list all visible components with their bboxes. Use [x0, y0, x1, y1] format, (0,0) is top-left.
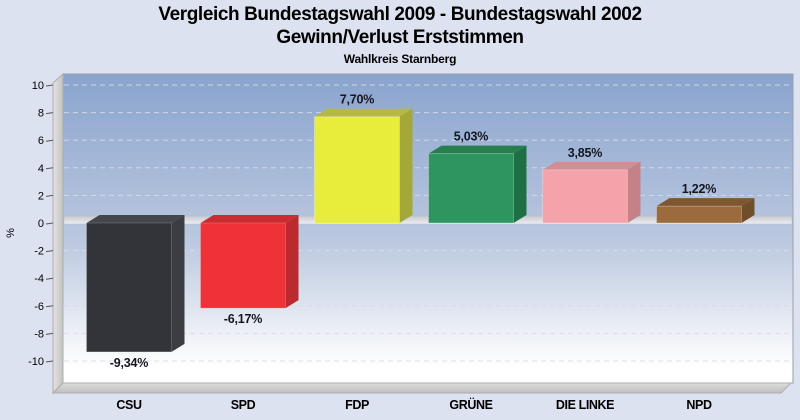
y-tick-label: -8 — [34, 328, 44, 340]
y-tick-mark — [45, 332, 54, 335]
y-axis-label: % — [5, 228, 17, 238]
bar-front-face — [86, 222, 172, 353]
bar-front-face — [200, 222, 286, 309]
chart-title-line1: Vergleich Bundestagswahl 2009 - Bundesta… — [158, 4, 642, 25]
bar-value-label: -6,17% — [224, 312, 262, 326]
bar-side-face — [285, 215, 299, 309]
bar-top-face — [542, 161, 641, 170]
x-category-label: NPD — [686, 398, 712, 412]
bar-side-face — [171, 215, 185, 352]
axis-wall-left — [52, 72, 64, 395]
bar-value-label: 1,22% — [682, 182, 717, 196]
bar-grüne — [428, 145, 527, 224]
bar-fdp — [314, 108, 413, 224]
axis-floor — [51, 382, 793, 394]
bar-top-face — [656, 198, 755, 207]
bar-side-face — [627, 161, 641, 223]
y-tick-mark — [45, 360, 54, 363]
x-category-label: DIE LINKE — [556, 398, 614, 412]
bar-spd — [200, 215, 299, 309]
x-category-label: GRÜNE — [449, 397, 492, 412]
y-tick-label: 2 — [38, 190, 44, 202]
y-tick-label: -2 — [34, 246, 44, 258]
y-tick-mark — [45, 305, 54, 308]
y-tick-label: 6 — [38, 135, 44, 147]
y-tick-mark — [45, 112, 54, 115]
y-tick-mark — [45, 250, 54, 253]
chart-title-line2: Gewinn/Verlust Erststimmen — [276, 27, 524, 48]
chart-subtitle: Wahlkreis Starnberg — [343, 52, 457, 66]
bar-top-face — [314, 108, 413, 117]
bar-side-face — [513, 145, 527, 223]
y-tick-label: -6 — [34, 301, 44, 313]
bar-top-face — [86, 215, 185, 223]
y-tick-label: 0 — [38, 218, 44, 230]
bar-die-linke — [542, 161, 641, 224]
bar-front-face — [314, 116, 400, 224]
y-tick-label: -4 — [34, 273, 44, 285]
x-category-label: CSU — [116, 398, 142, 412]
bar-value-label: -9,34% — [110, 356, 148, 370]
y-tick-mark — [45, 84, 54, 87]
bar-top-face — [200, 215, 299, 223]
y-tick-mark — [45, 277, 54, 280]
bar-value-label: 3,85% — [568, 146, 603, 160]
bar-npd — [656, 198, 755, 224]
bar-value-label: 5,03% — [454, 130, 489, 144]
y-tick-mark — [45, 194, 54, 197]
y-tick-label: 4 — [38, 163, 44, 175]
y-tick-mark — [45, 167, 54, 170]
y-tick-mark — [45, 222, 54, 225]
bar-side-face — [741, 198, 755, 223]
y-tick-label: -10 — [28, 356, 44, 368]
bar-top-face — [428, 145, 527, 154]
y-tick-label: 8 — [38, 108, 44, 120]
bar-front-face — [542, 169, 628, 224]
x-category-label: FDP — [345, 398, 369, 412]
zero-plane — [63, 215, 793, 225]
plot-area — [62, 73, 794, 384]
bar-value-label: 7,70% — [340, 93, 375, 107]
bar-csu — [86, 215, 185, 353]
bar-side-face — [399, 108, 413, 223]
y-tick-label: 10 — [32, 80, 44, 92]
y-tick-mark — [45, 139, 54, 142]
x-category-label: SPD — [231, 398, 256, 412]
bar-front-face — [656, 205, 742, 224]
bar-front-face — [428, 153, 514, 224]
